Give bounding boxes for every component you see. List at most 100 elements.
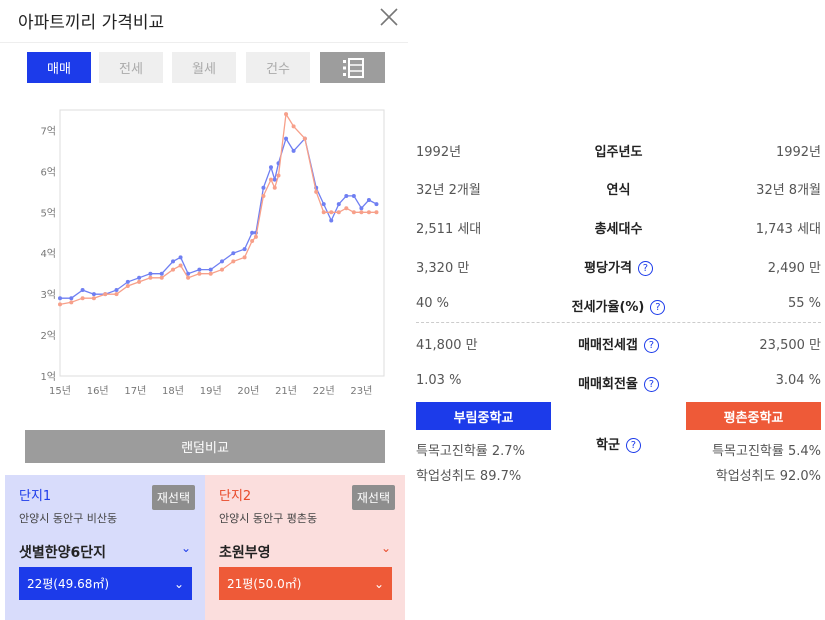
school-district-row: 학군? — [416, 434, 821, 456]
series-1-point — [208, 267, 213, 272]
row-label-text: 학군 — [596, 438, 620, 453]
series-2-point — [137, 279, 142, 284]
series-2-point — [91, 296, 96, 301]
compare-row-price-per-pyeong: 3,320 만 평당가격? 2,490 만 — [416, 257, 821, 279]
series-1-point — [250, 230, 255, 235]
series-1-point — [329, 218, 334, 223]
help-icon[interactable]: ? — [643, 377, 659, 392]
school-left-button[interactable]: 부림중학교 — [416, 402, 551, 430]
row-label-text: 전세가율(%) — [571, 300, 645, 315]
left-value: 1992년 — [416, 145, 462, 160]
x-tick-label: 16년 — [87, 385, 109, 397]
compare-row-jeonse-ratio: 40 % 전세가율(%)? 55 % — [416, 296, 821, 318]
chevron-down-icon[interactable]: ⌄ — [180, 541, 191, 555]
left-value: 1.03 % — [416, 373, 462, 388]
row-label: 매매전세갭? — [416, 334, 821, 353]
series-1-point — [336, 202, 341, 207]
right-value: 3.04 % — [775, 373, 821, 388]
series-2-point — [359, 210, 364, 215]
tab-monthly-rent[interactable]: 월세 — [172, 52, 236, 83]
help-icon[interactable]: ? — [650, 300, 666, 315]
compare-row-age: 32년 2개월 연식 32년 8개월 — [416, 179, 821, 201]
tab-sale[interactable]: 매매 — [27, 52, 91, 83]
series-1-point — [69, 296, 74, 301]
complex-2-address: 안양시 동안구 평촌동 — [219, 512, 318, 525]
close-icon[interactable] — [376, 4, 402, 30]
left-value: 32년 2개월 — [416, 183, 481, 198]
row-label: 연식 — [606, 183, 631, 198]
chevron-down-icon[interactable]: ⌄ — [380, 541, 391, 555]
x-tick-label: 18년 — [162, 385, 184, 397]
series-2-point — [178, 263, 183, 268]
series-2-point — [261, 193, 266, 198]
right-value: 1992년 — [775, 145, 821, 160]
compare-row-move-in-year: 1992년 입주년도 1992년 — [416, 141, 821, 163]
series-2-point — [253, 234, 258, 239]
row-label: 입주년도 — [594, 145, 643, 160]
series-2-point — [314, 189, 319, 194]
right-value: 32년 8개월 — [756, 183, 821, 198]
random-compare-button[interactable]: 랜덤비교 — [25, 430, 385, 463]
right-value: 1,743 세대 — [755, 222, 821, 237]
series-2-point — [197, 271, 202, 276]
page-title: 아파트끼리 가격비교 — [18, 13, 165, 33]
right-value: 2,490 만 — [767, 261, 821, 276]
row-label: 매매회전율? — [416, 373, 821, 392]
right-value: 55 % — [787, 296, 821, 311]
complex-1-address: 안양시 동안구 비산동 — [19, 512, 118, 525]
chevron-down-icon: ⌄ — [173, 576, 184, 591]
complex-2-size-select[interactable]: 21평(50.0㎡) ⌄ — [219, 567, 392, 600]
x-tick-label: 20년 — [237, 385, 259, 397]
series-2-point — [80, 296, 85, 301]
row-label: 총세대수 — [594, 222, 643, 237]
series-2-point — [250, 238, 255, 243]
left-value: 41,800 만 — [416, 338, 478, 353]
complex-1-name[interactable]: 샛별한양6단지 — [19, 545, 107, 561]
tab-jeonse[interactable]: 전세 — [99, 52, 163, 83]
divider — [416, 322, 821, 323]
series-1-point — [148, 271, 153, 276]
series-2-point — [336, 210, 341, 215]
series-1-point — [159, 271, 164, 276]
compare-row-sale-jeonse-gap: 41,800 만 매매전세갭? 23,500 만 — [416, 334, 821, 356]
row-label: 학군? — [416, 434, 821, 453]
right-value: 23,500 만 — [759, 338, 821, 353]
school-right-button[interactable]: 평촌중학교 — [686, 402, 821, 430]
complex-2-reselect-button[interactable]: 재선택 — [351, 485, 395, 510]
complex-2-size-value: 21평(50.0㎡) — [227, 577, 302, 591]
series-1-line — [60, 137, 377, 299]
series-2-point — [321, 210, 326, 215]
school-right-score: 학업성취도 92.0% — [715, 469, 821, 484]
help-icon[interactable]: ? — [625, 438, 641, 453]
compare-row-households: 2,511 세대 총세대수 1,743 세대 — [416, 218, 821, 240]
series-2-point — [114, 292, 119, 297]
complex-1-size-select[interactable]: 22평(49.68㎡) ⌄ — [19, 567, 192, 600]
series-1-point — [284, 136, 289, 141]
school-left-score: 학업성취도 89.7% — [416, 469, 522, 484]
y-tick-label: 6억 — [40, 166, 56, 178]
series-1-point — [374, 202, 379, 207]
series-1-point — [137, 275, 142, 280]
complex-1-panel: 단지1 안양시 동안구 비산동 재선택 샛별한양6단지 ⌄ 22평(49.68㎡… — [5, 475, 205, 620]
school-right-rate: 특목고진학률 5.4% — [712, 444, 821, 459]
y-tick-label: 1억 — [40, 371, 56, 383]
series-2-point — [366, 210, 371, 215]
complex-2-name[interactable]: 초원부영 — [219, 545, 271, 561]
y-tick-label: 3억 — [40, 289, 56, 301]
series-2-point — [374, 210, 379, 215]
list-view-button[interactable] — [320, 52, 385, 83]
help-icon[interactable]: ? — [643, 338, 659, 353]
help-icon[interactable]: ? — [637, 261, 653, 276]
series-1-point — [242, 247, 247, 252]
series-1-point — [268, 165, 273, 170]
series-1-point — [125, 279, 130, 284]
tab-count[interactable]: 건수 — [246, 52, 310, 83]
school-left-rate: 특목고진학률 2.7% — [416, 444, 525, 459]
chevron-down-icon: ⌄ — [373, 576, 384, 591]
complex-1-reselect-button[interactable]: 재선택 — [151, 485, 195, 510]
series-1-point — [80, 288, 85, 293]
series-2-point — [268, 177, 273, 182]
left-value: 2,511 세대 — [416, 222, 482, 237]
x-tick-label: 17년 — [124, 385, 146, 397]
left-value: 3,320 만 — [416, 261, 470, 276]
